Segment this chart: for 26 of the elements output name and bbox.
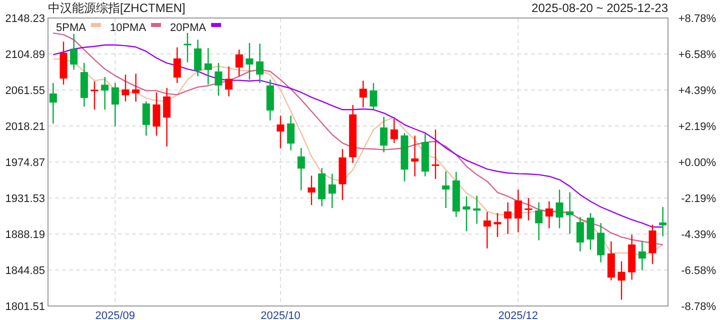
y2tick: +0.00% bbox=[678, 157, 716, 169]
y2tick: -8.78% bbox=[681, 301, 716, 313]
legend-label: 5PMA bbox=[56, 22, 87, 34]
y2tick: -4.39% bbox=[681, 229, 716, 241]
y2tick: +2.19% bbox=[678, 121, 716, 134]
ytick: 1801.51 bbox=[5, 301, 45, 313]
y2tick: -6.58% bbox=[681, 264, 716, 277]
ytick: 2018.21 bbox=[5, 121, 45, 133]
ytick: 1974.87 bbox=[5, 157, 45, 169]
xtick: 2025/10 bbox=[260, 310, 300, 320]
y2tick: -2.19% bbox=[681, 192, 716, 205]
y2tick: +8.78% bbox=[678, 13, 716, 25]
y2tick: +4.39% bbox=[678, 85, 716, 97]
ytick: 1931.53 bbox=[5, 193, 45, 205]
xtick: 2025/09 bbox=[95, 310, 136, 320]
ytick: 2148.23 bbox=[5, 13, 45, 25]
ytick: 2104.89 bbox=[5, 49, 45, 61]
ytick: 2061.55 bbox=[5, 85, 45, 97]
annotation: 2025-08-20 ~ 2025-12-23 bbox=[532, 1, 668, 15]
ytick: 1844.85 bbox=[5, 265, 45, 277]
legend-label: 20PMA bbox=[170, 22, 207, 34]
title: 中汉能源综指[ZHCTMEN] bbox=[48, 1, 186, 15]
ytick: 1888.19 bbox=[5, 229, 45, 241]
y2tick: +6.58% bbox=[678, 49, 716, 62]
legend-label: 10PMA bbox=[110, 22, 147, 34]
xtick: 2025/12 bbox=[498, 310, 538, 320]
